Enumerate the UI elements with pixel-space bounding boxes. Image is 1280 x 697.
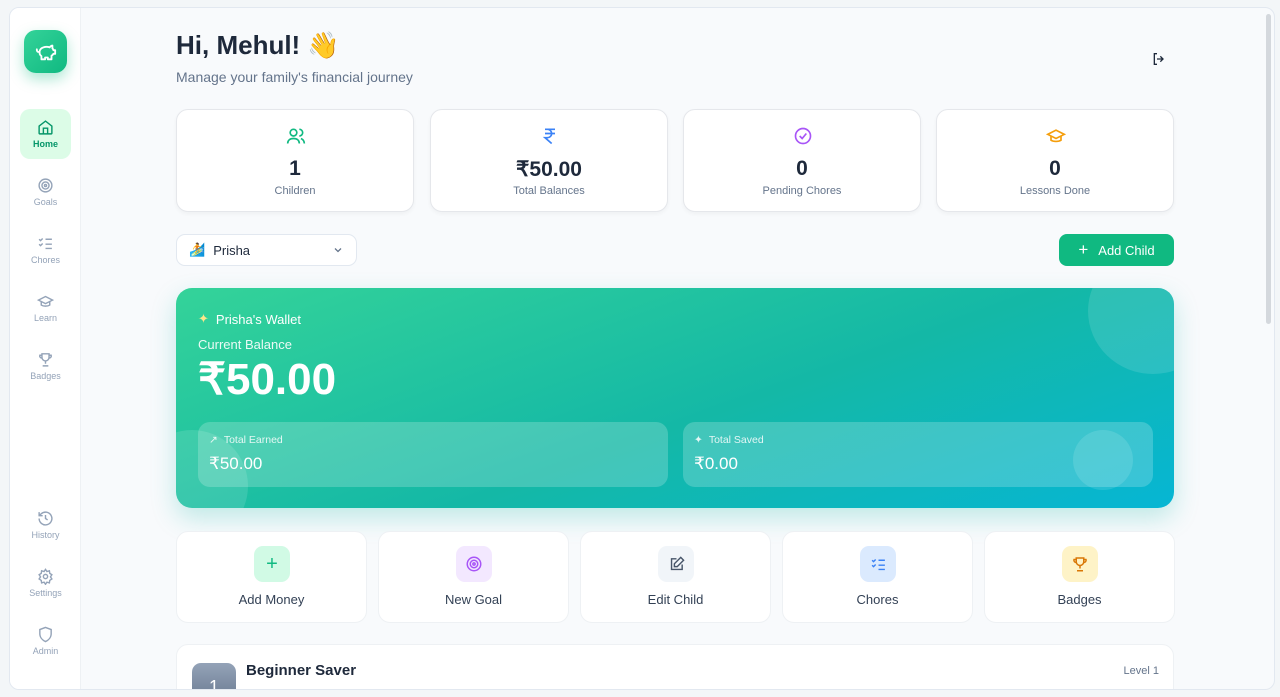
- level-number: 1: [192, 663, 236, 689]
- gear-icon: [38, 568, 53, 585]
- action-label: Edit Child: [647, 592, 704, 607]
- chores-button[interactable]: Chores: [782, 531, 973, 623]
- balance-value: ₹50.00: [198, 355, 337, 404]
- total-saved-value: ₹0.00: [694, 454, 738, 473]
- add-child-button[interactable]: + Add Child: [1059, 234, 1174, 266]
- sparkles-icon: ✦: [694, 434, 703, 446]
- total-earned-box: ↗ Total Earned ₹50.00: [198, 422, 668, 487]
- sidebar-item-label: Home: [32, 139, 58, 149]
- sidebar-item-history[interactable]: History: [20, 500, 71, 550]
- sidebar-item-goals[interactable]: Goals: [20, 167, 71, 217]
- stat-label: Children: [274, 185, 316, 197]
- trending-up-icon: ↗: [209, 434, 218, 446]
- stat-card-lessons: 0 Lessons Done: [936, 109, 1174, 212]
- child-select-value: Prisha: [213, 242, 251, 258]
- new-goal-button[interactable]: New Goal: [378, 531, 569, 623]
- sidebar-item-label: Chores: [30, 255, 60, 265]
- page-title: Hi, Mehul! 👋: [176, 30, 340, 60]
- plus-icon: +: [1078, 240, 1089, 259]
- stat-value: ₹50.00: [516, 158, 582, 181]
- trophy-icon: [1062, 546, 1098, 582]
- stat-label: Total Balances: [513, 185, 585, 197]
- logout-icon[interactable]: [1151, 51, 1167, 67]
- action-label: Badges: [1057, 592, 1102, 607]
- edit-icon: [658, 546, 694, 582]
- scrollbar[interactable]: [1266, 14, 1271, 324]
- sidebar-item-label: History: [31, 530, 60, 540]
- stat-value: 0: [1049, 157, 1061, 180]
- child-select[interactable]: 🏄 Prisha: [176, 234, 357, 266]
- list-check-icon: [38, 238, 52, 250]
- level-card: 1 Beginner Saver Level 1: [176, 644, 1174, 689]
- total-earned-label: Total Earned: [223, 434, 283, 446]
- stat-card-balances: ₹50.00 Total Balances: [430, 109, 668, 212]
- add-money-button[interactable]: + Add Money: [176, 531, 367, 623]
- plus-icon: +: [254, 546, 290, 582]
- total-earned-value: ₹50.00: [209, 454, 263, 473]
- sidebar-item-label: Learn: [33, 313, 58, 323]
- sidebar-item-label: Goals: [33, 197, 58, 207]
- sidebar-item-chores[interactable]: Chores: [20, 225, 71, 275]
- graduation-cap-icon: [37, 295, 54, 307]
- child-avatar: 🏄: [189, 242, 206, 257]
- app-logo[interactable]: [24, 30, 67, 73]
- level-title: Beginner Saver: [246, 662, 357, 679]
- shield-icon: [39, 626, 52, 643]
- sparkles-icon: ✦: [198, 311, 209, 326]
- sidebar-item-learn[interactable]: Learn: [20, 283, 71, 333]
- home-icon: [38, 120, 53, 135]
- chevron-down-icon: [334, 248, 342, 253]
- stat-card-pending-chores: 0 Pending Chores: [683, 109, 921, 212]
- sidebar-item-settings[interactable]: Settings: [20, 558, 71, 608]
- list-check-icon: [860, 546, 896, 582]
- edit-child-button[interactable]: Edit Child: [580, 531, 771, 623]
- stat-card-children: 1 Children: [176, 109, 414, 212]
- trophy-icon: [39, 353, 52, 367]
- action-label: Chores: [856, 592, 899, 607]
- level-label: Level 1: [1123, 665, 1159, 677]
- page-subtitle: Manage your family's financial journey: [176, 69, 413, 85]
- balance-label: Current Balance: [198, 337, 292, 352]
- sidebar-item-label: Badges: [30, 371, 61, 381]
- stat-label: Pending Chores: [762, 185, 842, 197]
- total-saved-box: ✦ Total Saved ₹0.00: [683, 422, 1153, 490]
- sidebar-item-label: Settings: [29, 588, 62, 598]
- graduation-cap-icon: [1046, 129, 1066, 143]
- app-window: Home Goals Chores Learn Badges History S…: [9, 7, 1275, 690]
- piggy-bank-icon: [35, 44, 56, 60]
- target-icon: [456, 546, 492, 582]
- sidebar-item-home[interactable]: Home: [20, 109, 71, 159]
- wallet-card: ✦ Prisha's Wallet Current Balance ₹50.00…: [176, 288, 1174, 508]
- stat-value: 1: [289, 157, 301, 180]
- decorative-circle: [1073, 430, 1133, 490]
- stat-value: 0: [796, 157, 808, 180]
- users-icon: [286, 128, 306, 144]
- action-label: Add Money: [238, 592, 305, 607]
- decorative-circle: [1088, 288, 1174, 374]
- sidebar: Home Goals Chores Learn Badges History S…: [10, 8, 81, 689]
- history-icon: [38, 511, 53, 526]
- target-icon: [38, 178, 53, 193]
- wallet-title: ✦ Prisha's Wallet: [198, 311, 301, 327]
- rupee-icon: [542, 128, 555, 145]
- check-circle-icon: [794, 127, 812, 145]
- sidebar-item-badges[interactable]: Badges: [20, 341, 71, 391]
- total-saved-label: Total Saved: [708, 434, 764, 446]
- add-child-label: Add Child: [1098, 242, 1155, 258]
- stat-label: Lessons Done: [1019, 185, 1091, 197]
- sidebar-item-admin[interactable]: Admin: [20, 616, 71, 666]
- action-label: New Goal: [444, 592, 503, 607]
- sidebar-item-label: Admin: [32, 646, 59, 656]
- badges-button[interactable]: Badges: [984, 531, 1175, 623]
- wallet-title-text: Prisha's Wallet: [215, 311, 301, 327]
